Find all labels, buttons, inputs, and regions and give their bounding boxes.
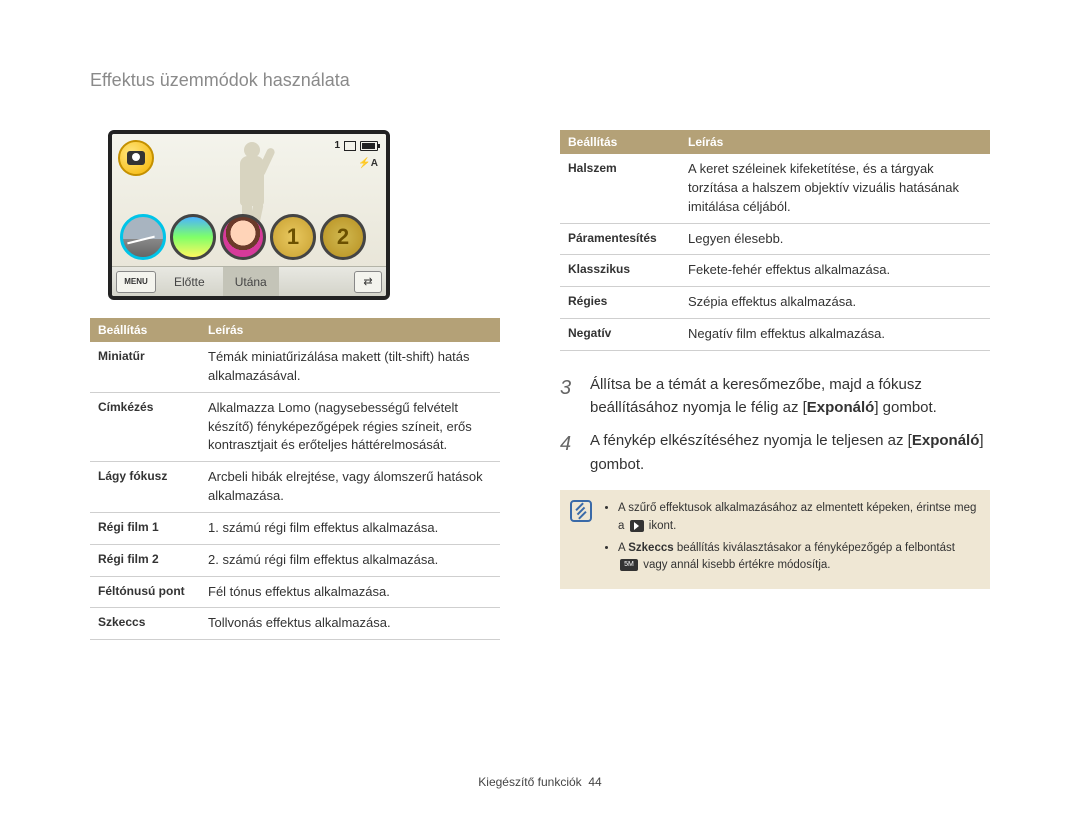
filter-strip [120,214,366,260]
steps: 3 Állítsa be a témát a keresőmezőbe, maj… [560,373,990,476]
filter-thumb-5[interactable] [320,214,366,260]
setting-desc: Legyen élesebb. [680,223,990,255]
note-item: A szűrő effektusok alkalmazásához az elm… [618,500,978,536]
right-column: Beállítás Leírás HalszemA keret széleine… [560,130,990,589]
tab-before[interactable]: Előtte [162,267,217,297]
battery-icon [360,141,378,151]
setting-desc: Arcbeli hibák elrejtése, vagy álomszerű … [200,462,500,513]
setting-desc: Szépia effektus alkalmazása. [680,287,990,319]
setting-name: Féltónusú pont [90,576,200,608]
table-row: Régi film 22. számú régi film effektus a… [90,544,500,576]
menu-button[interactable]: MENU [116,271,156,293]
table-row: PáramentesítésLegyen élesebb. [560,223,990,255]
resolution-icon: 5M [620,559,638,571]
setting-name: Halszem [560,154,680,223]
filter-thumb-4[interactable] [270,214,316,260]
setting-name: Szkeccs [90,608,200,640]
table-row: MiniatűrTémák miniatűrizálása makett (ti… [90,342,500,392]
setting-name: Régi film 2 [90,544,200,576]
step-3: 3 Állítsa be a témát a keresőmezőbe, maj… [560,373,990,420]
setting-desc: Negatív film effektus alkalmazása. [680,319,990,351]
table-row: HalszemA keret széleinek kifeketítése, é… [560,154,990,223]
right-settings-table: Beállítás Leírás HalszemA keret széleine… [560,130,990,351]
step-number: 3 [560,373,578,420]
th-desc: Leírás [200,318,500,342]
status-bar: 1 [334,140,378,151]
table-row: SzkeccsTollvonás effektus alkalmazása. [90,608,500,640]
page-title: Effektus üzemmódok használata [90,70,350,91]
note-item: A Szkeccs beállítás kiválasztásakor a fé… [618,540,978,576]
camera-icon [127,151,145,165]
switch-button[interactable]: ⇄ [354,271,382,293]
setting-desc: Fekete-fehér effektus alkalmazása. [680,255,990,287]
setting-name: Negatív [560,319,680,351]
setting-name: Klasszikus [560,255,680,287]
setting-desc: 2. számú régi film effektus alkalmazása. [200,544,500,576]
setting-desc: 1. számú régi film effektus alkalmazása. [200,512,500,544]
note-icon [570,500,592,522]
camera-preview: 1 ⚡A MENU Előtte Utána ⇄ [108,130,390,300]
setting-desc: Fél tónus effektus alkalmazása. [200,576,500,608]
setting-desc: Tollvonás effektus alkalmazása. [200,608,500,640]
filter-thumb-3[interactable] [220,214,266,260]
page-footer: Kiegészítő funkciók 44 [0,775,1080,789]
setting-desc: A keret széleinek kifeketítése, és a tár… [680,154,990,223]
storage-icon [344,141,356,151]
setting-name: Régi film 1 [90,512,200,544]
setting-name: Címkézés [90,392,200,462]
table-row: Régi film 11. számú régi film effektus a… [90,512,500,544]
th-desc: Leírás [680,130,990,154]
table-row: RégiesSzépia effektus alkalmazása. [560,287,990,319]
step-number: 4 [560,429,578,476]
table-row: Féltónusú pontFél tónus effektus alkalma… [90,576,500,608]
setting-name: Régies [560,287,680,319]
camera-bottombar: MENU Előtte Utána ⇄ [112,266,386,296]
setting-name: Páramentesítés [560,223,680,255]
table-row: KlasszikusFekete-fehér effektus alkalmaz… [560,255,990,287]
filter-thumb-1[interactable] [120,214,166,260]
mode-icon [118,140,154,176]
note-box: A szűrő effektusok alkalmazásához az elm… [560,490,990,589]
th-setting: Beállítás [560,130,680,154]
playback-icon [630,520,644,532]
setting-desc: Alkalmazza Lomo (nagysebességű felvételt… [200,392,500,462]
left-settings-table: Beállítás Leírás MiniatűrTémák miniatűri… [90,318,500,640]
setting-name: Lágy fókusz [90,462,200,513]
step-4: 4 A fénykép elkészítéséhez nyomja le tel… [560,429,990,476]
tab-after[interactable]: Utána [223,267,279,297]
filter-thumb-2[interactable] [170,214,216,260]
setting-desc: Témák miniatűrizálása makett (tilt-shift… [200,342,500,392]
left-column: 1 ⚡A MENU Előtte Utána ⇄ Beállítás Leírá… [90,130,500,640]
shot-counter: 1 [334,140,340,151]
setting-name: Miniatűr [90,342,200,392]
step-text: Állítsa be a témát a keresőmezőbe, majd … [590,373,990,420]
step-text: A fénykép elkészítéséhez nyomja le telje… [590,429,990,476]
table-row: CímkézésAlkalmazza Lomo (nagysebességű f… [90,392,500,462]
th-setting: Beállítás [90,318,200,342]
flash-indicator: ⚡A [358,158,378,169]
table-row: NegatívNegatív film effektus alkalmazása… [560,319,990,351]
table-row: Lágy fókuszArcbeli hibák elrejtése, vagy… [90,462,500,513]
